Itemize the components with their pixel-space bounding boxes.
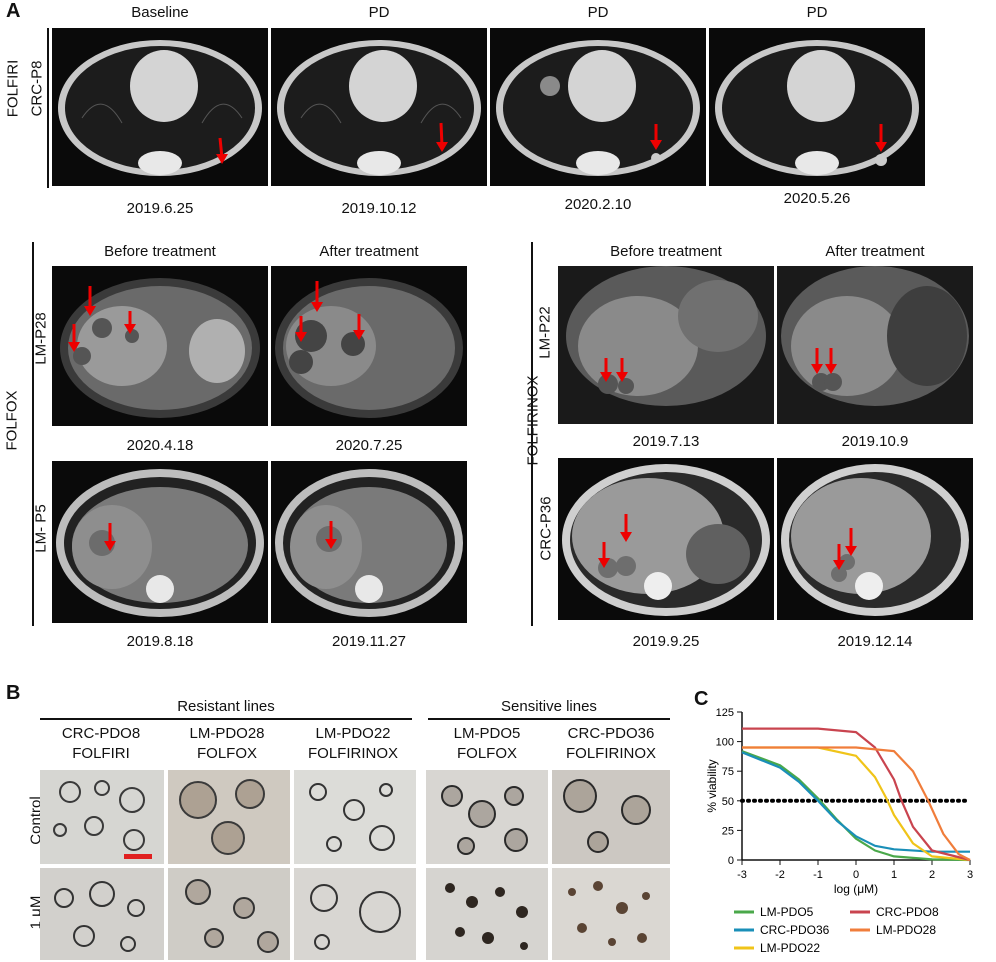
organoid-micrograph — [426, 770, 548, 864]
organoid-column-label: CRC-PDO36 FOLFIRINOX — [565, 725, 656, 762]
series-line-lm-pdo5 — [741, 750, 971, 862]
folfox-divider — [32, 242, 34, 626]
x-tick-label: 1 — [891, 869, 897, 881]
organoid-micrograph — [552, 868, 670, 960]
timepoint-label: PD — [587, 4, 609, 21]
scan-date: 2019.10.12 — [341, 200, 417, 217]
liver-mri-image — [52, 266, 268, 426]
liver-ct-image — [558, 458, 774, 620]
patient-label: LM-P28 — [32, 312, 50, 365]
organoid-micrograph — [294, 868, 416, 960]
scan-date: 2019.9.25 — [632, 633, 700, 650]
folfiri-divider — [47, 28, 49, 188]
y-tick-label: 25 — [722, 825, 734, 837]
organoid-column-label: LM-PDO22 FOLFIRINOX — [307, 725, 398, 762]
organoid-micrograph — [40, 868, 164, 960]
timepoint-label: PD — [368, 4, 390, 21]
patient-label: LM-P22 — [536, 306, 554, 359]
chest-ct-image — [271, 28, 487, 186]
sensitive-lines-header: Sensitive lines — [501, 698, 597, 715]
organoid-column-label: LM-PDO5 FOLFOX — [453, 725, 521, 762]
organoid-micrograph — [168, 868, 290, 960]
y-tick-label: 50 — [722, 796, 734, 808]
after-treatment-header: After treatment — [319, 243, 419, 260]
folfiri-regimen-label: FOLFIRI — [4, 59, 22, 118]
viability-chart: 0 25 50 75 100 125 -3 -2 -1 0 1 2 3 log (μM) % viabili… — [705, 707, 973, 955]
x-tick-label: 3 — [967, 869, 973, 881]
y-tick-label: 125 — [716, 707, 734, 719]
y-tick-label: 0 — [728, 855, 734, 867]
legend-label: LM-PDO22 — [760, 941, 820, 955]
liver-mri-image — [271, 266, 467, 426]
scan-date: 2020.7.25 — [335, 437, 403, 454]
x-tick-label: 2 — [929, 869, 935, 881]
scan-date: 2019.7.13 — [632, 433, 700, 450]
x-tick-label: -1 — [813, 869, 823, 881]
panel-b-letter: B — [6, 682, 21, 704]
legend-label: LM-PDO5 — [760, 905, 814, 919]
scan-date: 2019.6.25 — [126, 200, 194, 217]
legend-label: LM-PDO28 — [876, 923, 936, 937]
scan-date: 2020.4.18 — [126, 437, 194, 454]
panel-c-letter: C — [694, 688, 709, 710]
folfirinox-divider — [531, 242, 533, 626]
scan-date: 2020.2.10 — [564, 196, 632, 213]
folfirinox-regimen-label: FOLFIRINOX — [524, 375, 542, 466]
sensitive-lines-bracket — [428, 718, 670, 720]
organoid-micrograph — [294, 770, 416, 864]
scan-date: 2019.8.18 — [126, 633, 194, 650]
organoid-micrograph — [168, 770, 290, 864]
x-tick-label: -2 — [775, 869, 785, 881]
series-line-lm-pdo22 — [742, 746, 971, 862]
chest-ct-image — [709, 28, 925, 186]
scan-date: 2019.11.27 — [332, 633, 406, 650]
liver-ct-image — [271, 461, 467, 623]
folfiri-patient-label: CRC-P8 — [28, 60, 46, 117]
legend-label: CRC-PDO36 — [760, 923, 830, 937]
panel-a-letter: A — [6, 0, 21, 22]
folfox-regimen-label: FOLFOX — [3, 390, 21, 451]
timepoint-label: PD — [806, 4, 828, 21]
organoid-column-label: LM-PDO28 FOLFOX — [189, 725, 265, 762]
before-treatment-header: Before treatment — [610, 243, 722, 260]
scan-date: 2019.10.9 — [841, 433, 909, 450]
scan-date: 2020.5.26 — [783, 190, 851, 207]
resistant-lines-bracket — [40, 718, 412, 720]
x-tick-label: 0 — [853, 869, 859, 881]
series-line-crc-pdo36 — [741, 751, 970, 853]
resistant-lines-header: Resistant lines — [177, 698, 275, 715]
x-tick-label: -3 — [737, 869, 747, 881]
liver-ct-image — [777, 458, 973, 620]
chest-ct-image — [52, 28, 268, 186]
organoid-micrograph — [40, 770, 164, 864]
series-line-crc-pdo8 — [742, 727, 971, 862]
series-line-lm-pdo28 — [742, 746, 971, 861]
organoid-column-label: CRC-PDO8 FOLFIRI — [61, 725, 141, 762]
liver-mri-image — [558, 266, 774, 424]
y-tick-label: 100 — [716, 737, 734, 749]
x-axis-label: log (μM) — [834, 882, 878, 896]
chest-ct-image — [490, 28, 706, 186]
patient-label: LM- P5 — [32, 504, 50, 553]
organoid-micrograph — [552, 770, 670, 864]
after-treatment-header: After treatment — [825, 243, 925, 260]
liver-ct-image — [52, 461, 268, 623]
organoid-micrograph — [426, 868, 548, 960]
before-treatment-header: Before treatment — [104, 243, 216, 260]
patient-label: CRC-P36 — [537, 496, 555, 561]
y-tick-label: 75 — [722, 766, 734, 778]
y-axis-label: % viability — [705, 759, 719, 812]
liver-mri-image — [777, 266, 973, 424]
timepoint-label: Baseline — [131, 4, 189, 21]
legend-label: CRC-PDO8 — [876, 905, 939, 919]
scan-date: 2019.12.14 — [837, 633, 913, 650]
